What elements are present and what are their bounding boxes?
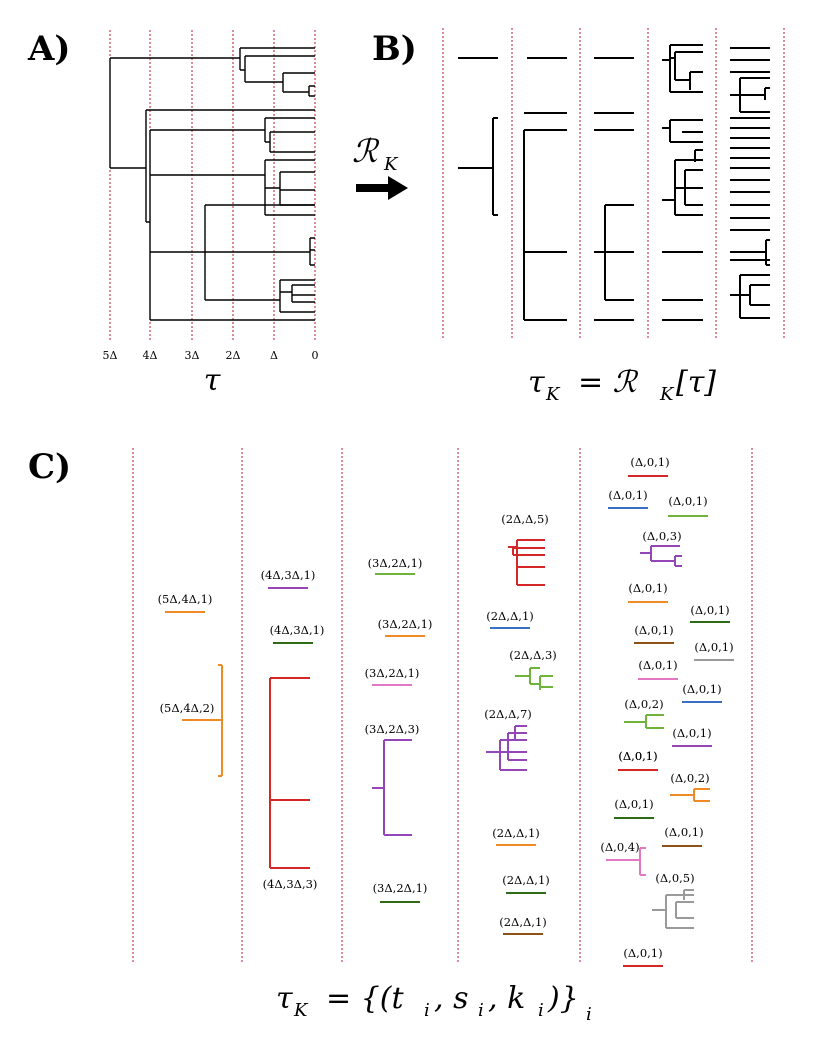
tuple-label: (Δ,0,3) xyxy=(642,529,681,543)
arrow-label: ℛ K xyxy=(352,132,399,175)
tuple-label: (Δ,0,4) xyxy=(600,840,639,854)
tuple-label: (Δ,0,1) xyxy=(630,455,669,469)
svg-text:i: i xyxy=(478,1000,484,1021)
panel-c-grid xyxy=(132,448,753,962)
panel-a-axis-ticks: 5Δ 4Δ 3Δ 2Δ Δ 0 xyxy=(103,349,319,362)
svg-text:K: K xyxy=(545,384,561,405)
tuple-label: (5Δ,4Δ,1) xyxy=(158,592,213,606)
panel-label-c: C) xyxy=(28,447,71,487)
arrow-icon xyxy=(356,176,408,200)
panel-label-a: A) xyxy=(27,29,70,69)
panel-c-formula: τ K = {(t i , s i , k i )} i xyxy=(276,981,592,1025)
tick-4d: 4Δ xyxy=(143,349,158,362)
tuple-label: (4Δ,3Δ,1) xyxy=(261,568,316,582)
tuple-label: (Δ,0,1) xyxy=(623,946,662,960)
tuple-label: (4Δ,3Δ,3) xyxy=(263,877,318,891)
svg-text:ℛ: ℛ xyxy=(352,132,380,170)
tuple-label: (3Δ,2Δ,1) xyxy=(365,666,420,680)
tuple-label: (3Δ,2Δ,1) xyxy=(368,556,423,570)
tuple-label: (3Δ,2Δ,1) xyxy=(373,881,428,895)
svg-text:K: K xyxy=(659,384,675,405)
panel-a-tree xyxy=(109,47,315,321)
tuple-label: (Δ,0,1) xyxy=(618,749,657,763)
svg-text:i: i xyxy=(538,1000,544,1021)
tick-2d: 2Δ xyxy=(226,349,241,362)
tuple-label: (2Δ,Δ,1) xyxy=(499,915,547,929)
tick-1d: Δ xyxy=(270,349,278,362)
tuple-label: (Δ,0,2) xyxy=(670,771,709,785)
svg-text:τ: τ xyxy=(528,365,545,400)
panel-c-tuple-labels: (5Δ,4Δ,1) (5Δ,4Δ,2) (4Δ,3Δ,1) (4Δ,3Δ,1) … xyxy=(158,455,734,960)
tuple-label: (Δ,0,1) xyxy=(608,488,647,502)
tuple-label: (Δ,0,2) xyxy=(624,697,663,711)
svg-text:τ: τ xyxy=(276,981,293,1016)
tuple-label: (Δ,0,5) xyxy=(655,871,694,885)
tuple-label: (Δ,0,1) xyxy=(664,825,703,839)
tree-label-tau: τ xyxy=(204,363,221,398)
tuple-label: (2Δ,Δ,1) xyxy=(502,873,550,887)
svg-text:[τ]: [τ] xyxy=(676,365,716,400)
tuple-label: (Δ,0,1) xyxy=(614,797,653,811)
tuple-label: (Δ,0,1) xyxy=(634,623,673,637)
tuple-label: (Δ,0,1) xyxy=(682,682,721,696)
tuple-label: (Δ,0,1) xyxy=(672,726,711,740)
svg-text:, s: , s xyxy=(434,981,468,1016)
svg-text:i: i xyxy=(586,1004,592,1025)
panel-a-grid xyxy=(109,30,316,342)
tuple-label: (2Δ,Δ,3) xyxy=(509,648,557,662)
tuple-label: (Δ,0,1) xyxy=(628,581,667,595)
tick-5d: 5Δ xyxy=(103,349,118,362)
tick-0: 0 xyxy=(312,349,319,362)
svg-text:)}: )} xyxy=(547,981,579,1016)
tuple-label: (3Δ,2Δ,3) xyxy=(365,722,420,736)
panel-b-trees xyxy=(458,44,770,321)
panel-label-b: B) xyxy=(372,29,417,69)
tuple-label: (Δ,0,1) xyxy=(638,658,677,672)
tuple-label: (2Δ,Δ,5) xyxy=(501,512,549,526)
tuple-label: (Δ,0,1) xyxy=(694,640,733,654)
panel-c-shapes xyxy=(165,475,734,967)
svg-text:= ℛ: = ℛ xyxy=(578,365,639,400)
tuple-label: (Δ,0,1) xyxy=(668,494,707,508)
tuple-label: (3Δ,2Δ,1) xyxy=(378,617,433,631)
tuple-label: (Δ,0,1) xyxy=(618,749,657,763)
panel-b-grid xyxy=(442,28,785,340)
tuple-label: (2Δ,Δ,1) xyxy=(486,609,534,623)
tuple-label: (2Δ,Δ,7) xyxy=(484,707,532,721)
tuple-label: (Δ,0,1) xyxy=(690,603,729,617)
svg-text:K: K xyxy=(293,1000,309,1021)
tuple-label: (2Δ,Δ,1) xyxy=(492,826,540,840)
svg-text:K: K xyxy=(383,154,399,175)
tuple-label: (4Δ,3Δ,1) xyxy=(270,623,325,637)
tick-3d: 3Δ xyxy=(185,349,200,362)
tuple-label: (5Δ,4Δ,2) xyxy=(160,701,215,715)
svg-text:i: i xyxy=(424,1000,430,1021)
svg-text:, k: , k xyxy=(488,981,525,1016)
panel-b-formula: τ K = ℛ K [τ] xyxy=(528,365,716,405)
svg-text:= {(t: = {(t xyxy=(326,981,404,1016)
